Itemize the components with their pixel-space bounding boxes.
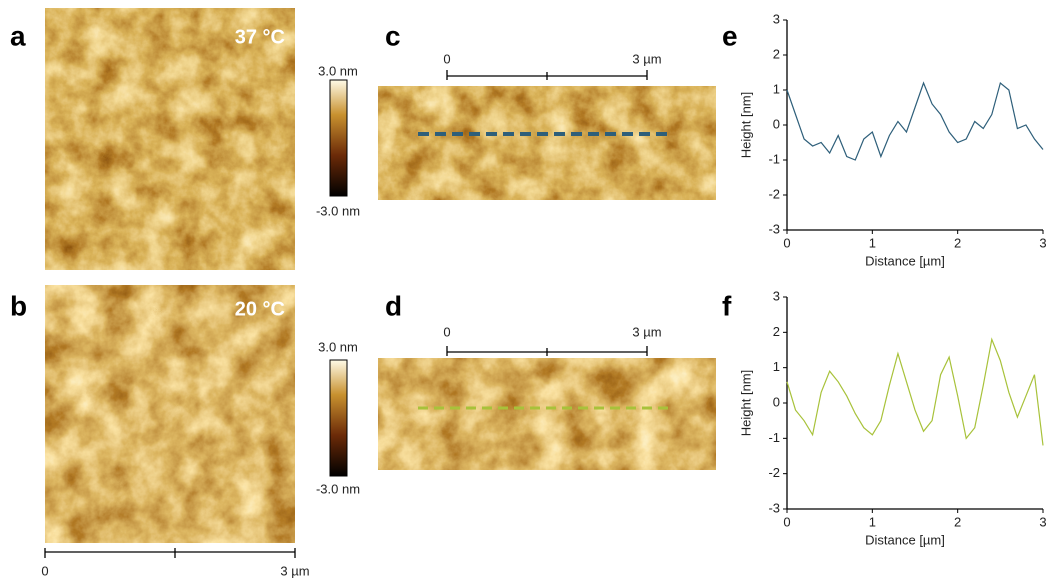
colorbar xyxy=(330,360,347,476)
axis xyxy=(787,297,1043,509)
temperature-label: 20 °C xyxy=(235,298,285,320)
x-tick-label: 2 xyxy=(954,235,961,250)
scale-start: 0 xyxy=(443,51,450,66)
y-axis-label: Height [nm] xyxy=(738,370,753,436)
y-tick-label: 2 xyxy=(773,324,780,339)
colorbar-min: -3.0 nm xyxy=(316,481,360,496)
panel-label: f xyxy=(722,290,732,321)
y-tick-label: 0 xyxy=(773,394,780,409)
y-tick-label: -3 xyxy=(768,500,780,515)
y-tick-label: 3 xyxy=(773,288,780,303)
axis xyxy=(787,20,1043,230)
afm-3d-surface xyxy=(378,358,716,470)
y-tick-label: -1 xyxy=(768,430,780,445)
x-axis-label: Distance [µm] xyxy=(865,532,945,547)
x-tick-label: 0 xyxy=(783,514,790,529)
x-tick-label: 3 xyxy=(1039,514,1046,529)
scale-end: 3 µm xyxy=(632,324,661,339)
x-tick-label: 3 xyxy=(1039,235,1046,250)
afm-3d-surface xyxy=(378,86,716,200)
y-tick-label: -2 xyxy=(768,465,780,480)
temperature-label: 37 °C xyxy=(235,26,285,48)
y-tick-label: -3 xyxy=(768,221,780,236)
scale-bar xyxy=(447,70,647,80)
panel-label: b xyxy=(10,290,27,321)
panel-label: d xyxy=(385,290,402,321)
y-tick-label: -1 xyxy=(768,151,780,166)
y-axis-label: Height [nm] xyxy=(738,92,753,158)
colorbar-min: -3.0 nm xyxy=(316,203,360,218)
scale-start: 0 xyxy=(41,563,48,578)
scale-end: 3 µm xyxy=(280,563,309,578)
x-tick-label: 1 xyxy=(869,235,876,250)
figure: a 37 °C 3.0 nm -3.0 nm b 20 °C 3.0 nm -3… xyxy=(0,0,1046,581)
x-tick-label: 0 xyxy=(783,235,790,250)
afm-image xyxy=(45,285,295,543)
profile xyxy=(787,83,1043,160)
colorbar xyxy=(330,80,347,196)
y-tick-label: 1 xyxy=(773,359,780,374)
profile xyxy=(787,339,1043,445)
x-axis-label: Distance [µm] xyxy=(865,253,945,268)
colorbar-max: 3.0 nm xyxy=(318,339,358,354)
scale-end: 3 µm xyxy=(632,51,661,66)
colorbar-max: 3.0 nm xyxy=(318,63,358,78)
y-tick-label: -2 xyxy=(768,186,780,201)
scale-start: 0 xyxy=(443,324,450,339)
y-tick-label: 2 xyxy=(773,46,780,61)
panel-label: c xyxy=(385,20,401,51)
x-tick-label: 1 xyxy=(869,514,876,529)
x-tick-label: 2 xyxy=(954,514,961,529)
scale-bar xyxy=(447,346,647,356)
y-tick-label: 1 xyxy=(773,81,780,96)
y-tick-label: 0 xyxy=(773,116,780,131)
y-tick-label: 3 xyxy=(773,11,780,26)
panel-label: a xyxy=(10,20,26,51)
panel-label: e xyxy=(722,20,738,51)
scale-bar xyxy=(45,548,295,558)
